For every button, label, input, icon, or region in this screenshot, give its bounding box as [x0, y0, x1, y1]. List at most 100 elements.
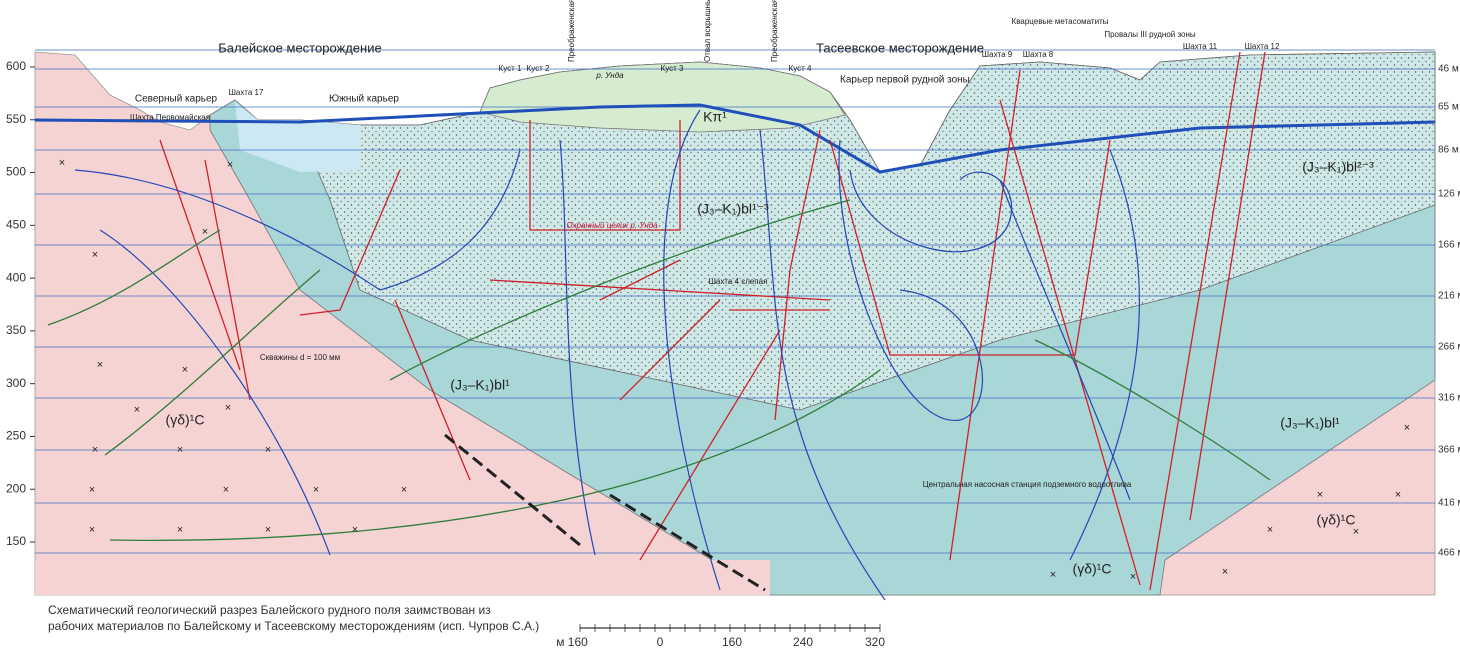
fault	[299, 169, 401, 316]
fault	[529, 120, 681, 231]
isoline	[74, 169, 381, 291]
isoline	[1069, 149, 1140, 561]
label: Шахта 4 слепая	[709, 277, 768, 286]
isoline	[559, 139, 596, 556]
granite-symbol: ×	[92, 249, 98, 261]
fault	[599, 259, 681, 301]
label: Центральная насосная станция подземного …	[923, 480, 1132, 489]
elevation-label: 550	[6, 112, 26, 126]
granite-symbol: ×	[227, 159, 233, 171]
deposit-label: Балейское месторождение	[218, 40, 381, 55]
flow-arrow	[104, 269, 321, 456]
formation-label: (J₃–K₁)bl¹	[1280, 415, 1340, 431]
formation-label: (J₃–K₁)bl¹	[450, 377, 510, 393]
label: Куст 1	[499, 64, 522, 73]
label: Карьер первой рудной зоны	[840, 75, 970, 86]
granite-symbol: ×	[89, 524, 95, 536]
elevation-label: 500	[6, 165, 26, 179]
granite-symbol: ×	[265, 444, 271, 456]
granite-symbol: ×	[1130, 571, 1136, 583]
fault	[774, 129, 821, 421]
elevation-label: 250	[6, 429, 26, 443]
granite-symbol: ×	[1404, 422, 1410, 434]
formation-label: (γδ)¹C	[1073, 561, 1112, 577]
depth-label: 216 м	[1438, 291, 1460, 302]
granite-symbol: ×	[1267, 524, 1273, 536]
elevation-label: 200	[6, 481, 26, 495]
elevation-label: 450	[6, 218, 26, 232]
label: Шахта 8	[1023, 50, 1054, 59]
scale-label: м 160	[556, 635, 588, 649]
granite-symbol: ×	[97, 359, 103, 371]
granite-symbol: ×	[92, 444, 98, 456]
flow-arrow	[389, 199, 851, 381]
formation-label: (γδ)¹C	[166, 412, 205, 428]
section-lines: × × × × × × × × × × × × × × × × × × × × × × × × × × ×	[34, 51, 1436, 601]
label: Шахта 9	[982, 50, 1013, 59]
granite-symbol: ×	[352, 524, 358, 536]
depth-label: 65 м	[1438, 102, 1459, 113]
flow-arrow	[109, 369, 881, 541]
label: Северный карьер	[135, 94, 218, 105]
fault	[394, 299, 471, 481]
granite-symbol: ×	[134, 404, 140, 416]
elevation-label: 300	[6, 376, 26, 390]
fault	[1149, 51, 1241, 591]
label: Преображенская водоотводная дамба	[567, 0, 576, 62]
formation-label: (γδ)¹C	[1317, 512, 1356, 528]
flow-arrow	[1034, 339, 1271, 481]
scale-label: 160	[722, 635, 742, 649]
elevation-label: 600	[6, 59, 26, 73]
fault	[1189, 51, 1266, 521]
label: Шахта 17	[229, 88, 264, 97]
fault	[489, 279, 831, 301]
label: Шахта Первомайская	[130, 113, 210, 122]
scale-bar: м 160 0 160 240 320	[556, 627, 885, 649]
label: Шахта 12	[1245, 42, 1280, 51]
elevation-label: 400	[6, 270, 26, 284]
thrust	[444, 433, 581, 547]
granite-bottom	[35, 560, 770, 595]
formation-label: (J₃–K₁)bl²⁻³	[1302, 159, 1374, 175]
label: Кварцевые метасоматиты	[1012, 17, 1109, 26]
label: Куст 3	[661, 64, 684, 73]
thrust	[609, 493, 766, 592]
granite-symbol: ×	[202, 226, 208, 238]
caption: Схематический геологический разрез Балей…	[48, 603, 491, 617]
depth-label: 266 м	[1438, 342, 1460, 353]
isoline	[849, 169, 1013, 253]
granite-symbol: ×	[89, 484, 95, 496]
scale-label: 320	[865, 635, 885, 649]
depth-label: 416 м	[1438, 498, 1460, 509]
fault	[829, 139, 1111, 356]
granite-symbol: ×	[1050, 569, 1056, 581]
granite-symbol: ×	[225, 402, 231, 414]
granite-symbol: ×	[182, 364, 188, 376]
granite-symbol: ×	[177, 444, 183, 456]
scale-label: 240	[793, 635, 813, 649]
fault	[639, 329, 781, 561]
label: Отвал вскрышных пород	[703, 0, 712, 62]
label: Преображенская водоотводная дамба	[770, 0, 779, 62]
fault	[999, 99, 1141, 586]
isoline	[999, 179, 1131, 501]
pit-water	[235, 102, 360, 172]
scale-label: 0	[657, 635, 664, 649]
label: Скважины d = 100 мм	[260, 353, 340, 362]
granite-symbol: ×	[177, 524, 183, 536]
fault	[949, 69, 1021, 561]
flow-arrow	[47, 229, 221, 326]
isoline	[663, 109, 721, 591]
label: Южный карьер	[329, 94, 399, 105]
label: Куст 2	[527, 64, 550, 73]
isoline	[759, 129, 886, 601]
isoline	[99, 229, 331, 556]
caption: рабочих материалов по Балейскому и Тасее…	[48, 619, 539, 633]
label: Куст 4	[789, 64, 812, 73]
depth-label: 366 м	[1438, 445, 1460, 456]
label: р. Унда	[595, 71, 624, 80]
depth-label: 166 м	[1438, 240, 1460, 251]
granite-symbol: ×	[223, 484, 229, 496]
elevation-label: 350	[6, 323, 26, 337]
